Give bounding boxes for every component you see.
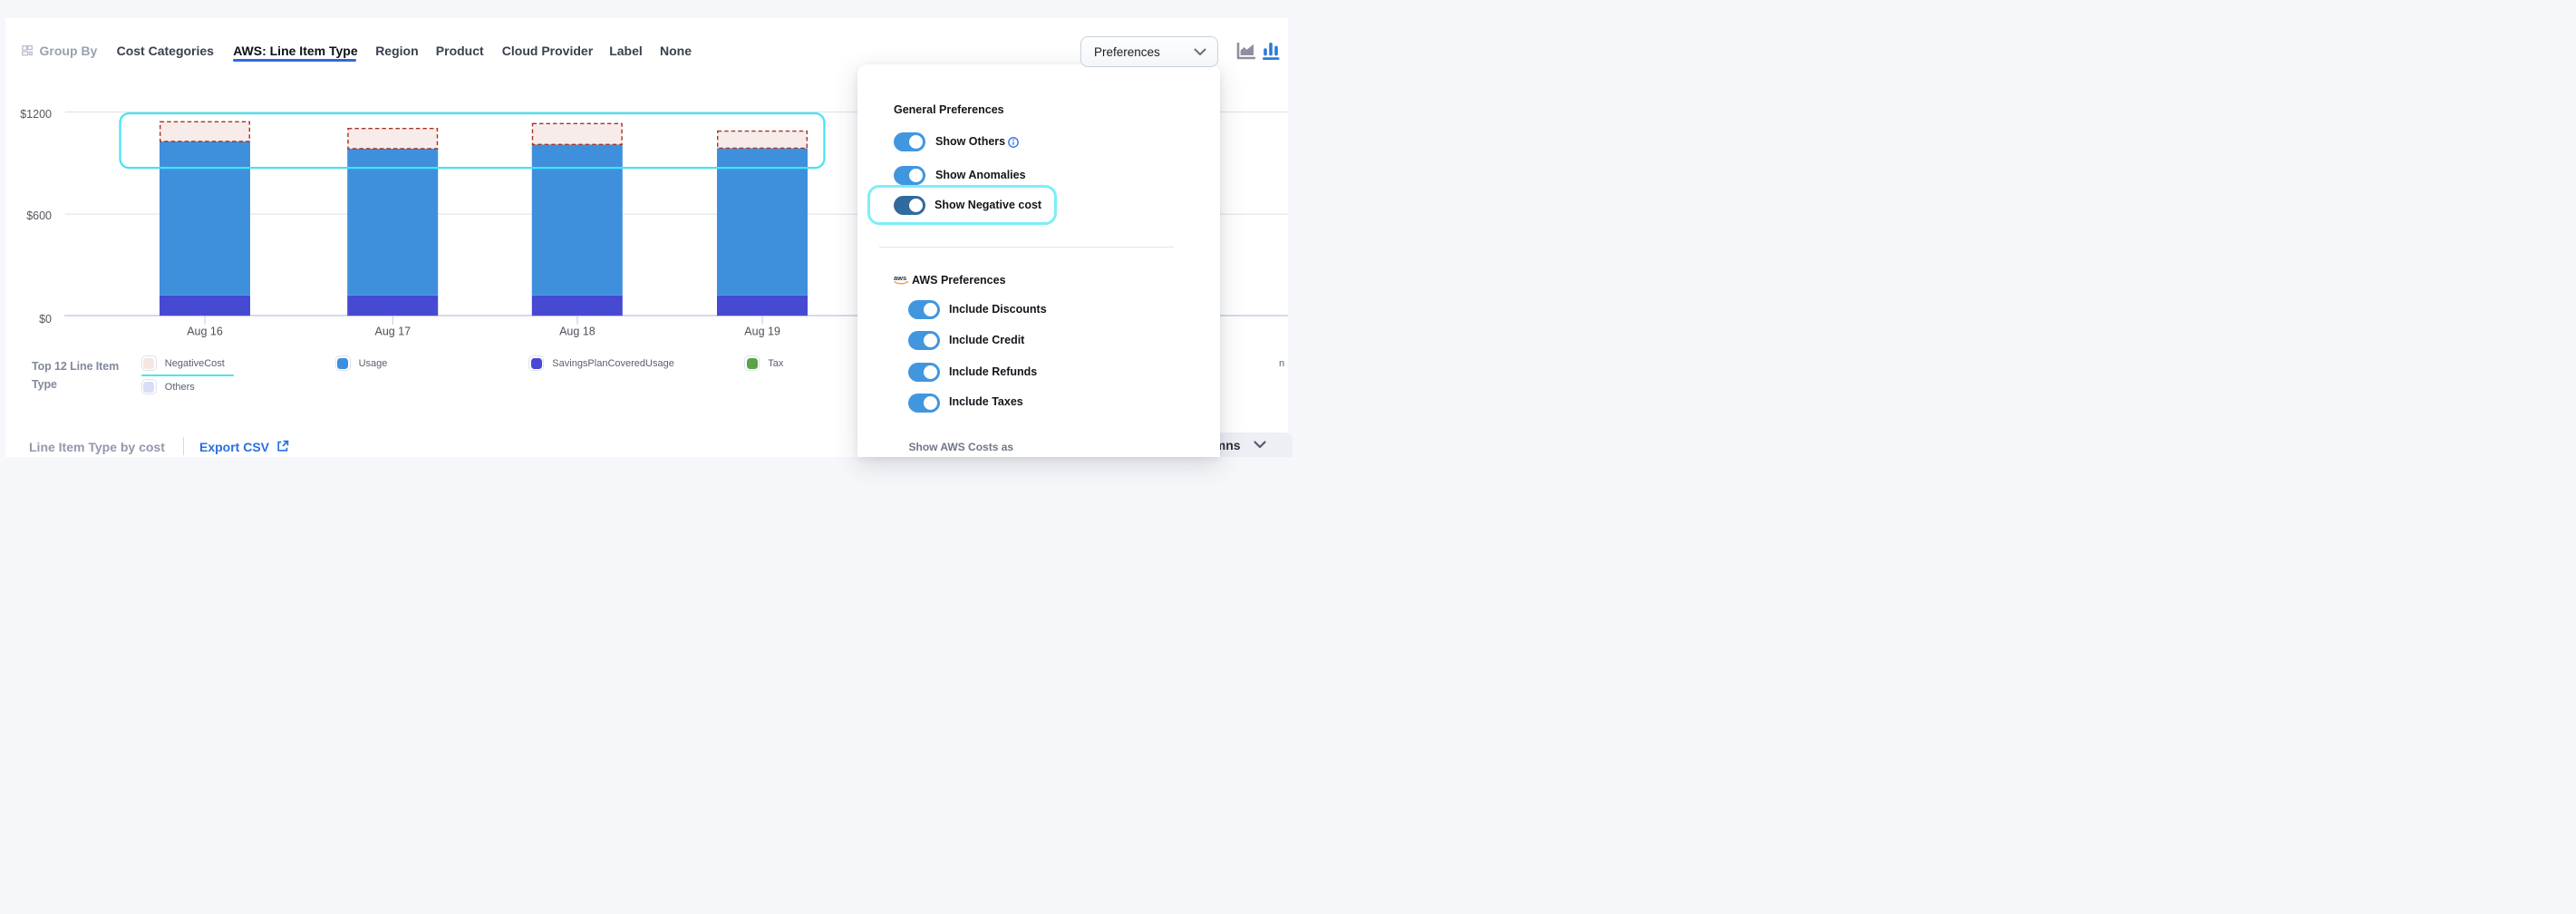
svg-text:$0: $0 — [39, 313, 52, 326]
svg-text:Aug 16: Aug 16 — [187, 326, 223, 338]
svg-text:Aug 18: Aug 18 — [559, 326, 596, 338]
svg-text:Aug 19: Aug 19 — [744, 326, 780, 338]
svg-text:aws: aws — [894, 274, 906, 282]
svg-text:$1200: $1200 — [20, 108, 52, 121]
svg-text:Aug 17: Aug 17 — [374, 326, 411, 338]
svg-text:$600: $600 — [26, 209, 52, 222]
